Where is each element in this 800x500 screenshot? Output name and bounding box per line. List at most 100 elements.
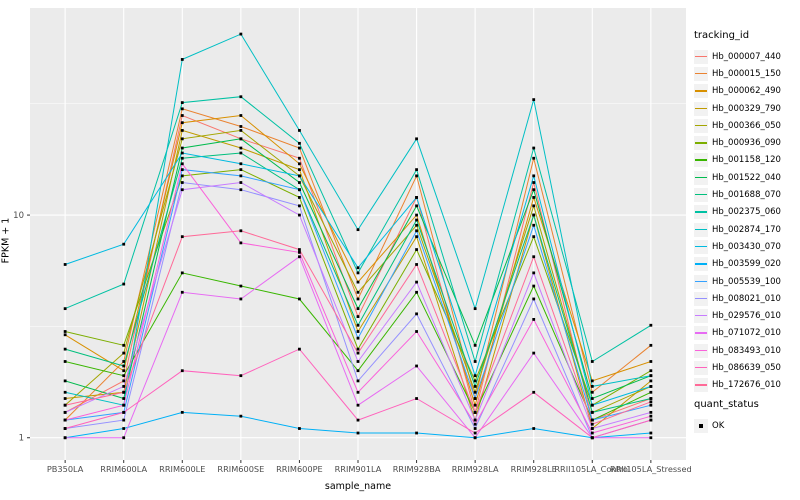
data-point: [415, 397, 418, 400]
data-point: [590, 410, 594, 414]
legend-item-label: Hb_005539_100: [712, 276, 781, 287]
data-point: [298, 162, 301, 166]
data-point: [298, 174, 301, 178]
data-point: [239, 32, 243, 36]
legend-item: Hb_008021_010: [694, 290, 781, 307]
legend-key-line: [695, 142, 707, 144]
data-point: [649, 397, 653, 400]
data-point: [63, 397, 67, 400]
data-point: [180, 181, 184, 184]
legend-key-line: [695, 263, 707, 265]
legend-key: [694, 118, 708, 133]
data-point: [415, 137, 418, 141]
x-tick-label: PB350LA: [47, 464, 84, 474]
data-point: [532, 255, 536, 259]
legend-key: [694, 257, 708, 272]
data-point: [532, 271, 536, 275]
data-point: [239, 168, 243, 172]
data-point: [180, 410, 184, 414]
legend-item: Hb_086639_050: [694, 359, 781, 376]
data-point: [63, 347, 67, 351]
data-point: [590, 422, 594, 426]
legend-item: Hb_003430_070: [694, 238, 781, 255]
legend-item: Hb_001522_040: [694, 169, 781, 186]
data-point: [122, 410, 126, 414]
legend-item-label: Hb_001522_040: [712, 172, 781, 183]
data-point: [473, 343, 477, 347]
legend-quant-item: OK: [694, 417, 724, 434]
data-point: [649, 390, 653, 394]
data-point: [356, 280, 360, 284]
legend-key: [694, 136, 708, 151]
legend-key: [694, 291, 708, 306]
data-point: [298, 146, 301, 150]
data-point: [180, 129, 184, 132]
data-point: [239, 414, 243, 418]
data-point: [649, 323, 653, 327]
legend-key-line: [695, 124, 707, 127]
legend-item-label: Hb_029576_010: [712, 311, 781, 322]
legend-item: Hb_000062_490: [694, 83, 781, 100]
data-point: [180, 271, 184, 275]
data-point: [180, 290, 184, 294]
legend-key: [694, 378, 708, 393]
legend-item: Hb_002375_060: [694, 204, 781, 221]
data-point: [180, 146, 184, 150]
data-point: [63, 403, 67, 407]
legend-item: Hb_029576_010: [694, 307, 781, 324]
x-tick-label: RRIM928LA: [452, 464, 499, 474]
data-point: [473, 385, 477, 388]
legend-key-line: [695, 211, 707, 213]
data-point: [298, 129, 301, 132]
data-point: [649, 374, 653, 378]
x-tick-label: RRIM901LA: [335, 464, 382, 474]
data-point: [63, 390, 67, 394]
legend-item-label: Hb_000329_790: [712, 103, 781, 114]
legend-item-label: Hb_083493_010: [712, 345, 781, 356]
x-tick-label: RRIM600LA: [100, 464, 147, 474]
data-point: [239, 151, 243, 155]
data-point: [63, 410, 67, 414]
data-point: [298, 196, 301, 199]
legend-item-label: Hb_000062_490: [712, 86, 781, 97]
data-point: [356, 228, 360, 232]
data-point: [532, 223, 536, 227]
legend-key-line: [695, 176, 707, 179]
data-point: [649, 418, 653, 422]
data-point: [415, 312, 418, 316]
data-point: [180, 369, 184, 373]
data-point: [356, 323, 360, 327]
legend-key: [694, 49, 708, 64]
legend-key: [694, 309, 708, 324]
legend-key: [694, 239, 708, 254]
data-point: [649, 414, 653, 418]
data-point: [122, 436, 126, 440]
legend-key: [694, 360, 708, 375]
legend-key-line: [695, 194, 707, 196]
data-point: [590, 385, 594, 388]
legend-item-label: Hb_071072_010: [712, 328, 781, 339]
legend-key: [694, 153, 708, 168]
legend-key: [694, 326, 708, 341]
legend-item: Hb_000015_150: [694, 65, 781, 82]
legend-item: Hb_002874_170: [694, 221, 781, 238]
x-tick-label: RRIM600LE: [159, 464, 205, 474]
data-point: [473, 307, 477, 311]
data-point: [356, 360, 360, 363]
legend-quant-title: quant_status: [694, 399, 759, 410]
data-point: [532, 317, 536, 321]
legend-key: [694, 205, 708, 220]
data-point: [239, 374, 243, 378]
data-point: [473, 431, 477, 435]
data-point: [473, 397, 477, 400]
data-point: [532, 284, 536, 288]
data-point: [180, 101, 184, 104]
data-point: [239, 129, 243, 132]
data-point: [356, 379, 360, 383]
legend-item: Hb_003599_020: [694, 256, 781, 273]
data-point: [298, 188, 301, 192]
legend-key: [694, 84, 708, 99]
data-point: [532, 196, 536, 199]
data-point: [239, 188, 243, 192]
